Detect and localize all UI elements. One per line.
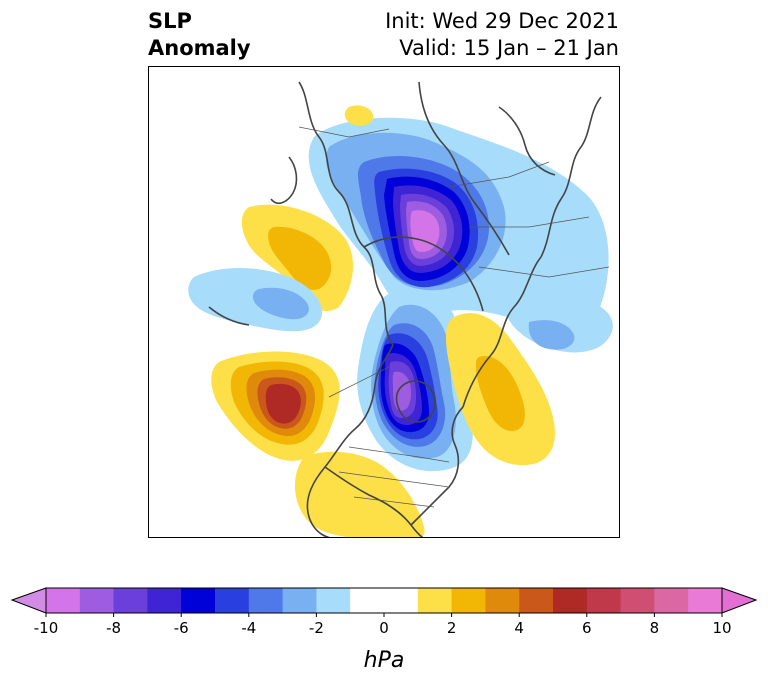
map-dates: Init: Wed 29 Dec 2021 Valid: 15 Jan – 21… <box>385 8 619 62</box>
colorbar-tick-label: -8 <box>106 619 121 637</box>
colorbar-bin <box>688 588 723 613</box>
colorbar-bin <box>553 588 588 613</box>
colorbar-bin <box>113 588 148 613</box>
colorbar-bins <box>46 588 723 613</box>
high-west-ridge <box>241 204 354 312</box>
colorbar-bin <box>519 588 554 613</box>
colorbar-extend-min <box>10 587 47 614</box>
colorbar-tick-label: 6 <box>582 619 592 637</box>
colorbar-extend-max <box>721 587 758 614</box>
colorbar-ticks: -10 -8 -6 -4 -2 0 2 4 6 8 10 <box>34 613 732 637</box>
init-date-label: Init: Wed 29 Dec 2021 <box>385 9 619 33</box>
colorbar-tick-label: 10 <box>712 619 731 637</box>
title-subvariable: Anomaly <box>148 36 251 60</box>
political-borders <box>298 126 610 508</box>
colorbar: -10 -8 -6 -4 -2 0 2 4 6 8 10 hPa <box>10 587 758 673</box>
colorbar-bin <box>620 588 655 613</box>
colorbar-unit-label: hPa <box>364 648 405 673</box>
colorbar-bin <box>215 588 250 613</box>
high-center-gulf-of-alaska <box>211 351 340 461</box>
colorbar-bin <box>654 588 689 613</box>
colorbar-bin <box>282 588 317 613</box>
high-north-atlantic <box>445 313 555 466</box>
colorbar-tick-label: -2 <box>309 619 324 637</box>
colorbar-tick-label: 2 <box>447 619 457 637</box>
colorbar-bin <box>248 588 283 613</box>
colorbar-tick-label: -4 <box>241 619 256 637</box>
anomaly-map-svg <box>188 81 613 537</box>
anomaly-map <box>148 66 620 538</box>
colorbar-bin <box>586 588 621 613</box>
colorbar-bin <box>147 588 182 613</box>
colorbar-bin <box>46 588 81 613</box>
colorbar-bin <box>485 588 520 613</box>
map-title: SLP Anomaly <box>148 8 251 62</box>
colorbar-tick-label: 8 <box>650 619 660 637</box>
colorbar-bin <box>316 588 351 613</box>
coastlines <box>208 81 602 537</box>
colorbar-tick-label: 4 <box>514 619 524 637</box>
colorbar-bin <box>350 588 419 613</box>
colorbar-tick-label: 0 <box>379 619 389 637</box>
colorbar-bin <box>451 588 486 613</box>
high-eastern-us <box>294 451 425 537</box>
colorbar-bin <box>417 588 452 613</box>
colorbar-tick-label: -10 <box>34 619 59 637</box>
high-scandinavia <box>344 105 374 126</box>
valid-range-label: Valid: 15 Jan – 21 Jan <box>399 36 619 60</box>
title-variable: SLP <box>148 9 192 33</box>
low-europe <box>505 295 613 353</box>
colorbar-bin <box>79 588 114 613</box>
colorbar-bin <box>181 588 216 613</box>
colorbar-tick-label: -6 <box>174 619 189 637</box>
